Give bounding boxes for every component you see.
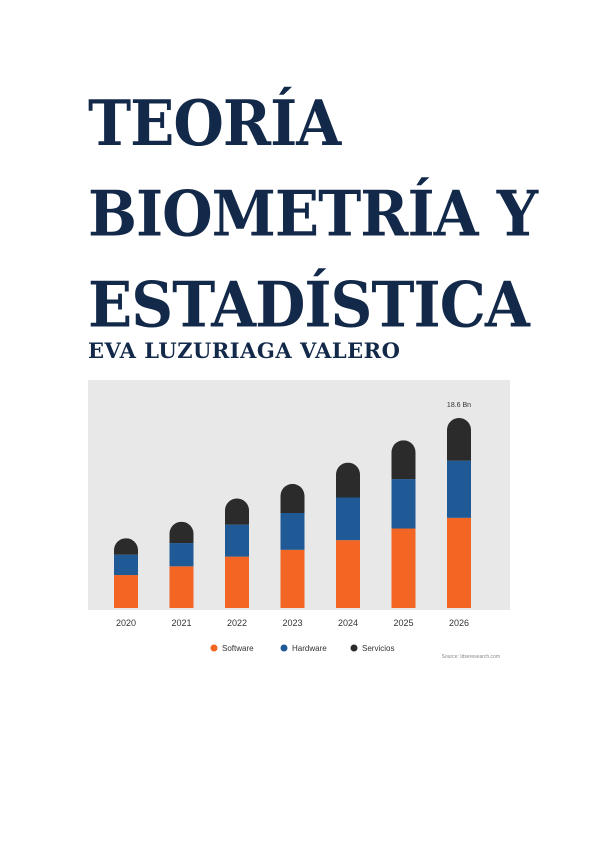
bar-hardware-2022 bbox=[225, 524, 249, 557]
stacked-bar-chart: 2020 2021 2022 2023 2024 2025 2026 18.6 Bn Softw… bbox=[88, 380, 510, 660]
x-tick-label-2021: 2021 bbox=[171, 618, 191, 628]
title-line-1: TEORÍA bbox=[88, 86, 341, 161]
bar-software-2021 bbox=[169, 566, 194, 608]
bar-servicios-2021 bbox=[169, 521, 194, 544]
bar-hardware-2023 bbox=[280, 513, 305, 550]
x-tick-label-2026: 2026 bbox=[449, 618, 469, 628]
title-line-3: ESTADÍSTICA bbox=[88, 268, 530, 342]
bar-software-2020 bbox=[114, 575, 138, 608]
bar-software-2022 bbox=[225, 556, 249, 608]
bar-hardware-2020 bbox=[114, 554, 138, 576]
bar-hardware-2026 bbox=[447, 460, 471, 518]
bar-hardware-2021 bbox=[169, 543, 194, 567]
document-title: TEORÍA BIOMETRÍA Y ESTADÍSTICA bbox=[88, 78, 588, 350]
bar-software-2023 bbox=[280, 549, 305, 608]
bar-servicios-2025 bbox=[391, 440, 416, 480]
x-tick-label-2020: 2020 bbox=[116, 618, 136, 628]
legend-marker-hardware bbox=[280, 644, 288, 652]
x-tick-label-2024: 2024 bbox=[338, 618, 358, 628]
legend-label-servicios: Servicios bbox=[362, 644, 394, 653]
chart-source: Source: Idseresearch.com bbox=[442, 654, 500, 660]
title-line-2: BIOMETRÍA Y bbox=[88, 177, 538, 251]
bar-servicios-2020 bbox=[114, 538, 138, 555]
bar-software-2024 bbox=[336, 540, 360, 608]
x-tick-label-2025: 2025 bbox=[393, 618, 413, 628]
legend-label-hardware: Hardware bbox=[292, 644, 327, 653]
bar-software-2026 bbox=[447, 517, 471, 608]
bar-software-2025 bbox=[391, 528, 416, 608]
bar-hardware-2025 bbox=[391, 479, 416, 529]
author-name: EVA LUZURIAGA VALERO bbox=[88, 338, 401, 363]
legend-marker-software bbox=[210, 644, 218, 652]
bar-servicios-2022 bbox=[225, 498, 249, 525]
legend-marker-servicios bbox=[350, 644, 358, 652]
x-tick-label-2023: 2023 bbox=[282, 618, 302, 628]
legend-label-software: Software bbox=[222, 644, 254, 653]
cover-chart: 2020 2021 2022 2023 2024 2025 2026 18.6 Bn Softw… bbox=[88, 380, 510, 665]
annotation-total-2026: 18.6 Bn bbox=[447, 402, 471, 409]
bar-servicios-2024 bbox=[336, 462, 360, 498]
bar-hardware-2024 bbox=[336, 497, 360, 541]
bar-servicios-2026 bbox=[447, 418, 471, 461]
bar-servicios-2023 bbox=[280, 483, 305, 513]
x-tick-label-2022: 2022 bbox=[227, 618, 247, 628]
